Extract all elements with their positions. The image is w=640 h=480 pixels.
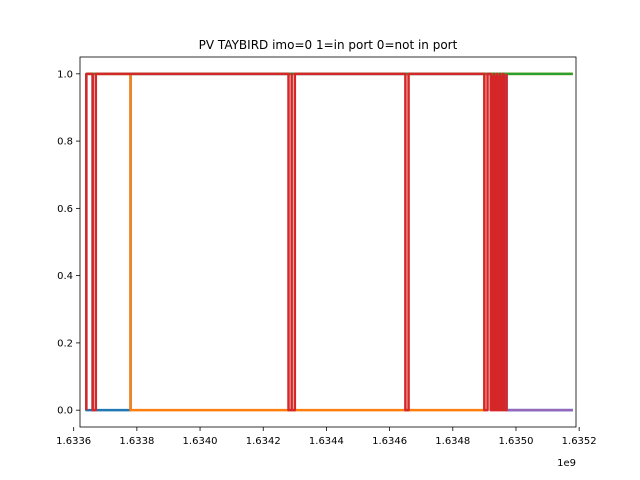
x-offset-label: 1e9 bbox=[557, 458, 576, 469]
y-axis: 0.0 0.2 0.4 0.6 0.8 1.0 bbox=[57, 69, 80, 417]
x-tick-label: 1.6338 bbox=[119, 436, 154, 447]
x-tick-label: 1.6348 bbox=[435, 436, 470, 447]
chart-title: PV TAYBIRD imo=0 1=in port 0=not in port bbox=[199, 38, 458, 52]
x-tick-label: 1.6346 bbox=[372, 436, 407, 447]
y-tick-label: 0.2 bbox=[57, 338, 73, 349]
x-tick-label: 1.6350 bbox=[498, 436, 533, 447]
series-line-5 bbox=[85, 72, 508, 412]
y-tick-label: 0.0 bbox=[57, 406, 73, 417]
y-tick-label: 0.4 bbox=[57, 271, 73, 282]
x-tick-label: 1.6352 bbox=[562, 436, 597, 447]
x-tick-label: 1.6344 bbox=[309, 436, 344, 447]
y-tick-label: 0.8 bbox=[57, 137, 73, 148]
x-axis: 1.6336 1.6338 1.6340 1.6342 1.6344 1.6346 1.63… bbox=[56, 427, 597, 447]
axes-frame bbox=[79, 56, 577, 428]
x-tick-label: 1.6340 bbox=[183, 436, 218, 447]
plot-area bbox=[85, 72, 573, 412]
y-tick-label: 1.0 bbox=[57, 69, 73, 80]
x-tick-label: 1.6336 bbox=[56, 436, 91, 447]
x-tick-label: 1.6342 bbox=[246, 436, 281, 447]
y-tick-label: 0.6 bbox=[57, 204, 73, 215]
